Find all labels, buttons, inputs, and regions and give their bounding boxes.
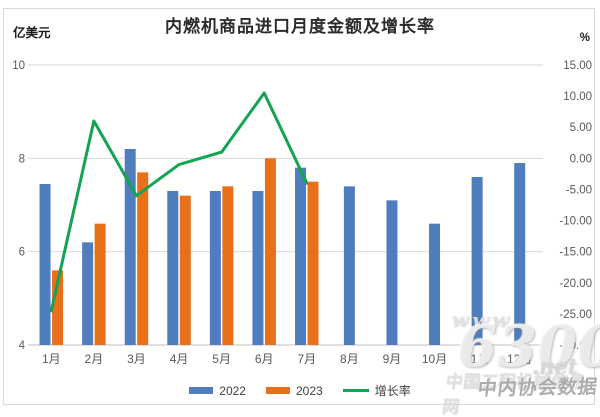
chart-title: 内燃机商品进口月度金额及增长率 xyxy=(165,17,435,36)
x-axis-category-label: 10月 xyxy=(422,352,447,366)
legend-line-swatch-growth-rate xyxy=(342,389,369,392)
legend-item-2022: 2022 xyxy=(189,384,246,398)
right-axis-tick-label: 0.00 xyxy=(570,153,592,165)
right-axis-tick-label: -25.00 xyxy=(559,309,592,321)
x-axis-category-label: 12月 xyxy=(507,352,532,366)
right-axis-tick-label: -10.00 xyxy=(559,216,592,228)
legend-swatch-2022 xyxy=(189,387,214,394)
right-axis-tick-label: -15.00 xyxy=(559,247,592,259)
left-axis-tick-label: 4 xyxy=(19,340,26,352)
bar-2022-7月 xyxy=(295,167,307,345)
left-axis-unit-label: 亿美元 xyxy=(13,26,51,40)
right-axis-tick-label: 5.00 xyxy=(570,122,592,134)
right-axis-unit-label: % xyxy=(579,32,590,44)
bar-2022-1月 xyxy=(39,184,51,345)
legend-item-2023: 2023 xyxy=(265,383,323,398)
x-axis-category-label: 11月 xyxy=(465,352,489,366)
bar-2022-11月 xyxy=(471,177,483,345)
bar-2022-5月 xyxy=(209,191,221,345)
legend-label-2022: 2022 xyxy=(219,383,246,398)
left-axis-tick-label: 10 xyxy=(12,60,25,72)
bar-2022-4月 xyxy=(167,191,179,345)
bar-2022-3月 xyxy=(124,149,136,345)
bar-2022-8月 xyxy=(343,186,355,345)
bar-2023-3月 xyxy=(137,172,149,345)
legend-swatch-2023 xyxy=(265,387,290,394)
right-axis-tick-label: 15.00 xyxy=(563,60,592,72)
legend-label-growth-rate: 增长率 xyxy=(374,384,411,398)
x-axis-category-label: 9月 xyxy=(383,352,402,366)
left-axis-tick-label: 8 xyxy=(19,153,25,165)
x-axis-category-label: 8月 xyxy=(340,352,359,366)
bar-2023-6月 xyxy=(264,158,276,345)
left-axis-tick-label: 6 xyxy=(19,247,25,259)
legend: 2022 2023 增长率 xyxy=(0,382,600,399)
x-axis-category-label: 4月 xyxy=(170,352,189,366)
x-axis-category-label: 7月 xyxy=(297,352,316,366)
bar-2023-5月 xyxy=(222,186,234,345)
right-axis-tick-label: -5.00 xyxy=(566,184,592,196)
legend-item-growth-rate: 增长率 xyxy=(342,382,411,399)
right-axis-tick-label: -30.00 xyxy=(559,340,592,352)
bar-2022-6月 xyxy=(252,191,264,345)
right-axis-tick-label: -20.00 xyxy=(559,278,592,290)
bar-2022-2月 xyxy=(82,242,94,345)
x-axis-category-label: 6月 xyxy=(255,352,274,366)
x-axis-category-label: 5月 xyxy=(212,352,231,366)
right-axis-tick-label: 10.00 xyxy=(563,91,592,103)
growth-rate-line xyxy=(49,91,309,313)
bar-2023-7月 xyxy=(307,181,319,345)
bar-2023-4月 xyxy=(179,195,191,345)
bar-2022-12月 xyxy=(514,163,526,345)
legend-label-2023: 2023 xyxy=(295,383,323,398)
bar-2023-2月 xyxy=(94,223,106,345)
x-axis-category-label: 3月 xyxy=(127,352,146,366)
bar-2022-9月 xyxy=(386,200,398,345)
bar-2022-10月 xyxy=(429,223,441,345)
x-axis-category-label: 1月 xyxy=(42,352,61,366)
bar-2023-1月 xyxy=(52,270,64,345)
x-axis-category-label: 2月 xyxy=(85,352,104,366)
